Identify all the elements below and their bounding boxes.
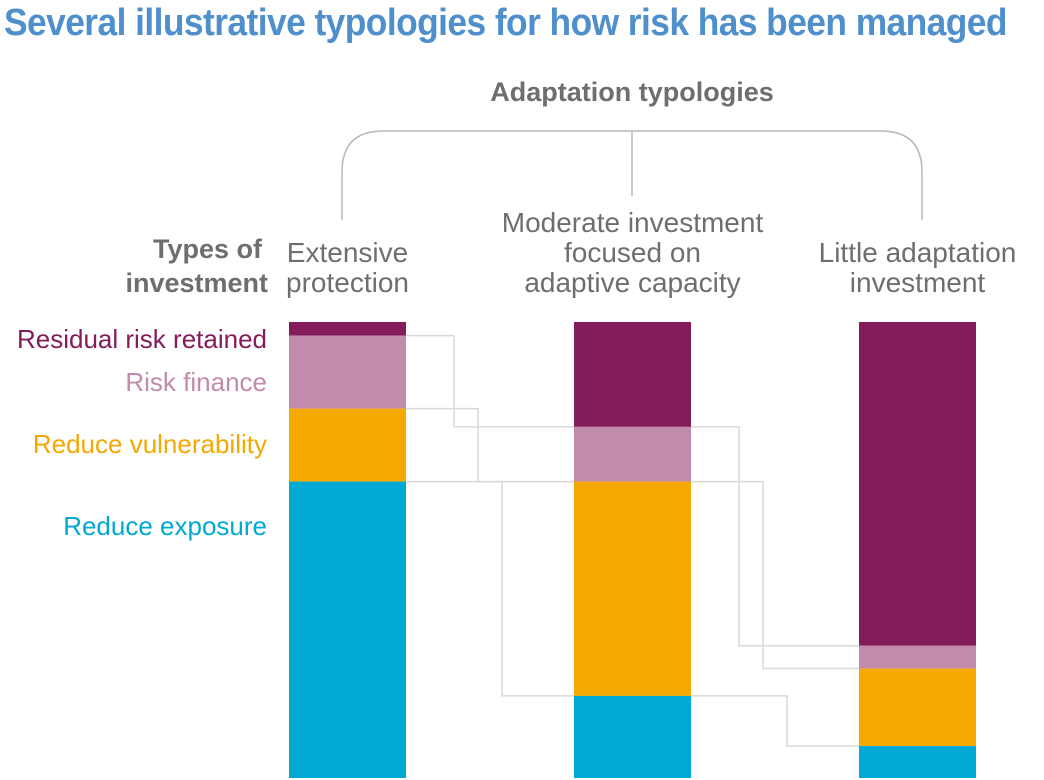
row-header-line-1: Types of: [153, 234, 263, 264]
bar-segment-reduce-exposure: [859, 746, 976, 778]
connector-line: [406, 334, 574, 428]
category-label: adaptive capacity: [524, 267, 740, 298]
bar-segment-risk-finance: [859, 645, 976, 669]
legend-label-residual-risk: Residual risk retained: [17, 324, 267, 354]
category-label: protection: [286, 267, 409, 298]
category-label: focused on: [564, 237, 701, 268]
legend-label-risk-finance: Risk finance: [125, 367, 267, 397]
group-label: Adaptation typologies: [490, 77, 774, 107]
connector-line: [406, 407, 574, 483]
connector-line: [691, 426, 859, 647]
legend-label-reduce-vulnerability: Reduce vulnerability: [33, 429, 267, 459]
legend: Residual risk retained Risk finance Reduce…: [17, 324, 267, 541]
bar-segment-residual-risk: [859, 322, 976, 646]
connector-line: [406, 480, 574, 697]
legend-label-reduce-exposure: Reduce exposure: [63, 511, 267, 541]
category-label: investment: [850, 267, 986, 298]
bar-segment-risk-finance: [574, 426, 691, 482]
bar-segment-residual-risk: [574, 322, 691, 427]
group-bracket: [341, 130, 923, 220]
bar-segment-risk-finance: [289, 335, 406, 409]
row-header-line-2: investment: [125, 268, 268, 298]
category-label: Little adaptation: [819, 237, 1017, 268]
bar-segment-reduce-vulnerability: [574, 481, 691, 696]
connector-line: [691, 695, 859, 747]
bar-segment-reduce-exposure: [289, 481, 406, 778]
category-label: Moderate investment: [502, 207, 764, 238]
bar-segment-reduce-exposure: [574, 695, 691, 778]
connectors: [406, 334, 859, 747]
category-label: Extensive: [287, 237, 408, 268]
chart-title: Several illustrative typologies for how …: [4, 2, 1008, 44]
bar-segment-reduce-vulnerability: [859, 668, 976, 747]
connector-line: [691, 480, 859, 670]
bar-segment-residual-risk: [289, 322, 406, 336]
bar-segment-reduce-vulnerability: [289, 408, 406, 482]
bars: [289, 322, 976, 778]
